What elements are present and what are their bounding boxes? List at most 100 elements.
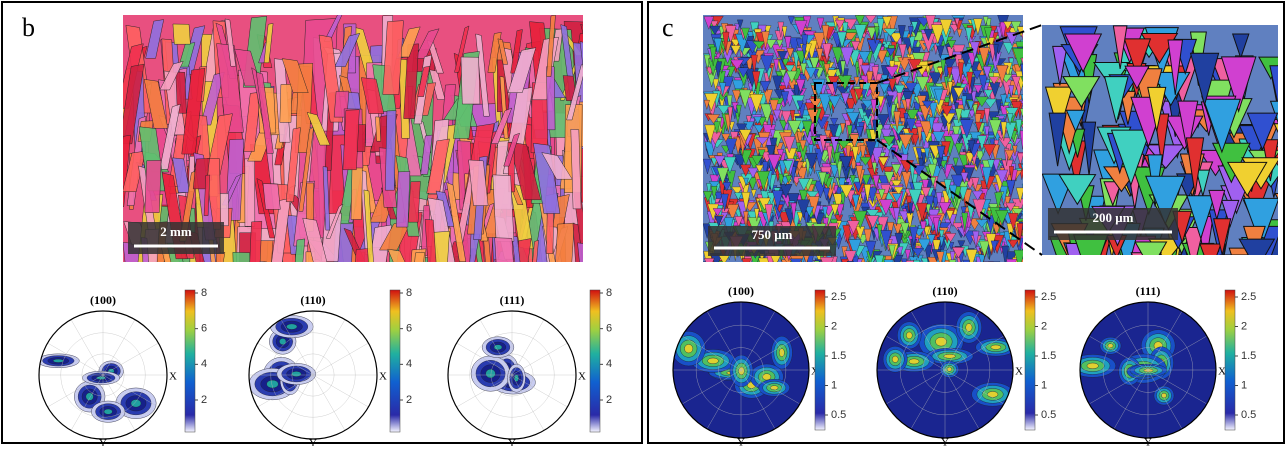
pole-grid [280, 374, 314, 431]
contour [493, 344, 503, 351]
grain [710, 259, 725, 262]
grain [936, 251, 945, 262]
pole-grid [270, 332, 356, 418]
pole-grid [1113, 310, 1149, 371]
grain [723, 156, 737, 174]
grain [757, 171, 770, 191]
contour [103, 408, 113, 415]
grain [1000, 121, 1007, 141]
grain [840, 191, 846, 211]
grain [447, 257, 465, 262]
grain [825, 69, 838, 82]
grain [1226, 161, 1268, 197]
contour [279, 338, 287, 345]
grain [979, 240, 990, 258]
grain [758, 257, 771, 262]
grain [763, 89, 773, 107]
colorbar-tick-label: 2 [1041, 320, 1047, 332]
pole-outline [672, 301, 810, 439]
grain [1062, 76, 1101, 108]
grain [985, 215, 996, 234]
grain [172, 23, 191, 45]
pole-outline [38, 310, 168, 440]
contour [286, 323, 298, 330]
grain [956, 29, 963, 38]
colorbar-tick-label: 2 [406, 394, 412, 406]
grain [893, 207, 900, 226]
grain [853, 76, 860, 86]
pole-grid [102, 319, 136, 376]
pole-grid [1147, 335, 1208, 371]
pole-grid [944, 335, 1005, 371]
scale-bar-label: 2 mm [160, 224, 192, 239]
grain [978, 47, 990, 67]
grain [946, 67, 953, 79]
grain [971, 177, 980, 191]
grain [898, 44, 907, 61]
grain [797, 131, 803, 148]
pole-figure: (100) X Y 2 4 6 8 [38, 287, 207, 450]
pole-grid [70, 319, 104, 376]
grain [884, 171, 895, 184]
grain [900, 222, 910, 237]
grain [942, 113, 956, 125]
grain [803, 211, 810, 228]
axis-label: X [1218, 366, 1226, 378]
grain [921, 152, 927, 166]
grain [967, 100, 975, 112]
grain [795, 79, 806, 93]
grain [833, 152, 841, 168]
grain [877, 96, 885, 108]
pole-grid [922, 347, 968, 393]
grain [867, 168, 879, 180]
grain [902, 91, 914, 107]
grain [893, 223, 903, 236]
grain [1020, 57, 1023, 64]
pole-title: (100) [728, 284, 754, 298]
grain [995, 99, 1002, 113]
grain [965, 249, 978, 262]
grain [1022, 116, 1023, 120]
grain [766, 145, 776, 161]
grain [901, 76, 910, 86]
grain [710, 186, 718, 201]
grain [714, 61, 723, 79]
colorbar [184, 289, 196, 433]
grain [897, 25, 906, 42]
grain [731, 186, 744, 195]
pole-grid [885, 335, 946, 371]
grain [786, 48, 795, 59]
grain [739, 129, 752, 142]
pole-outline [1079, 301, 1217, 439]
grain [983, 98, 998, 109]
pole-grid [102, 374, 136, 431]
grain [325, 203, 344, 239]
grain [807, 167, 814, 177]
pole-grid [511, 319, 545, 376]
grain [927, 234, 936, 246]
colorbar-tick-label: 0.5 [1241, 409, 1256, 421]
grain [706, 114, 721, 124]
colorbar-tick-label: 4 [606, 358, 612, 370]
grain [773, 59, 780, 74]
grain [779, 69, 787, 78]
grain [836, 160, 843, 181]
grain [815, 259, 821, 262]
grain [950, 133, 961, 147]
grain [1021, 188, 1023, 195]
grain [894, 232, 904, 248]
grain [446, 182, 467, 262]
pole-outline [447, 310, 577, 440]
grain [704, 258, 715, 262]
grain [871, 66, 879, 84]
pole-grid [944, 369, 980, 430]
grain [1048, 112, 1067, 167]
grain [890, 180, 902, 189]
grain [939, 19, 953, 38]
grain [750, 54, 758, 74]
grain [760, 103, 774, 124]
grain [876, 50, 888, 65]
grain [830, 118, 839, 127]
grain [1016, 187, 1023, 204]
grain [850, 175, 856, 185]
